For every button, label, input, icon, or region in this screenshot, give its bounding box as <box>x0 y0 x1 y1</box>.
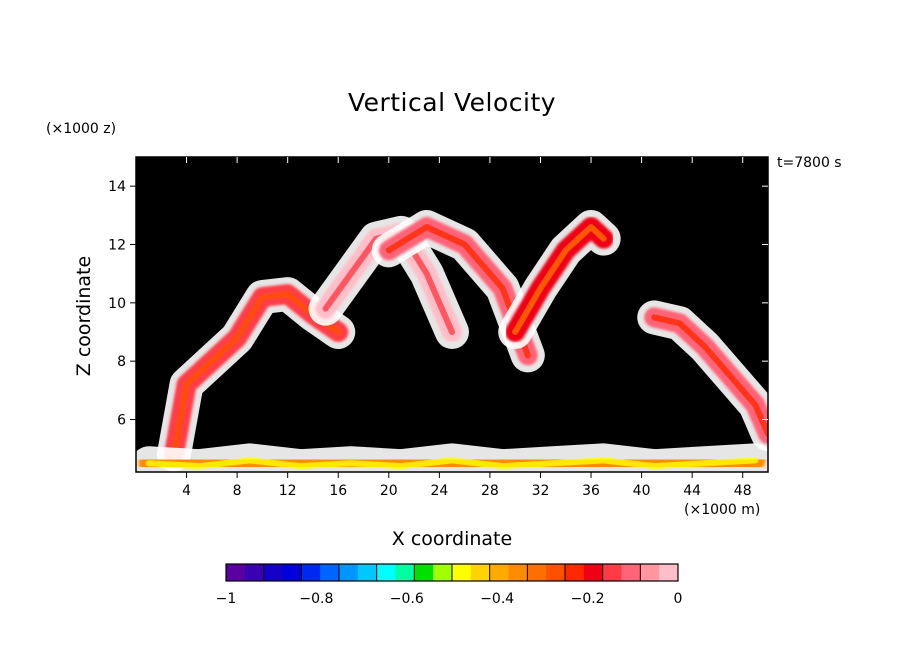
colorbar-swatch <box>452 564 472 581</box>
x-tick-label: 4 <box>182 483 191 499</box>
colorbar-swatch <box>546 564 566 581</box>
colorbar-swatch <box>263 564 283 581</box>
colorbar-swatch <box>527 564 547 581</box>
x-tick-label: 12 <box>279 483 297 499</box>
colorbar-swatch <box>565 564 585 581</box>
x-unit-label: (×1000 m) <box>684 502 761 518</box>
x-tick-label: 24 <box>430 483 448 499</box>
colorbar-swatch <box>508 564 528 581</box>
colorbar-tick-label: 0 <box>674 591 683 607</box>
colorbar-tick-label: −0.6 <box>390 591 424 607</box>
x-tick-label: 44 <box>683 483 701 499</box>
plume-core-4 <box>651 314 768 438</box>
plume-core-5 <box>145 457 759 470</box>
x-tick-label: 8 <box>233 483 242 499</box>
x-tick-label: 28 <box>481 483 499 499</box>
plume-core-3 <box>512 224 607 335</box>
colorbar-frame <box>225 563 679 582</box>
colorbar-swatch <box>470 564 491 581</box>
chart-title: Vertical Velocity <box>347 88 557 117</box>
colorbar-swatch <box>433 564 453 581</box>
x-tick-label: 40 <box>633 483 651 499</box>
colorbar-swatch <box>376 564 396 581</box>
y-unit-label: (×1000 z) <box>46 121 117 137</box>
x-tick-label: 32 <box>532 483 550 499</box>
colorbar-tick-label: −0.2 <box>571 591 605 607</box>
time-annotation: t=7800 s <box>777 155 842 171</box>
colorbar-swatch <box>339 564 359 581</box>
colorbar-swatch <box>244 564 265 581</box>
colorbar-tick-label: −1 <box>216 591 237 607</box>
colorbar-swatch <box>282 564 302 581</box>
x-tick-label: 20 <box>380 483 398 499</box>
colorbar-swatch <box>602 564 622 581</box>
y-tick-label: 12 <box>108 238 126 254</box>
x-tick-label: 48 <box>734 483 752 499</box>
colorbar-tick-label: −0.4 <box>480 591 514 607</box>
colorbar-tick-label: −0.8 <box>299 591 333 607</box>
y-tick-label: 14 <box>108 179 126 195</box>
colorbar-swatch <box>414 564 434 581</box>
x-tick-label: 36 <box>582 483 600 499</box>
colorbar-swatch <box>489 564 509 581</box>
plot-frame <box>135 156 769 473</box>
colorbar-swatch <box>640 564 660 581</box>
colorbar-swatch <box>659 564 679 581</box>
x-tick-label: 16 <box>329 483 347 499</box>
x-axis-label: X coordinate <box>391 528 513 550</box>
y-tick-label: 10 <box>108 296 126 312</box>
colorbar-swatch <box>395 564 415 581</box>
y-tick-label: 6 <box>117 413 126 429</box>
y-tick-label: 8 <box>117 354 126 370</box>
colorbar-swatch <box>583 564 604 581</box>
colorbar-swatch <box>301 564 321 581</box>
colorbar-swatch <box>226 564 246 581</box>
colorbar-swatch <box>621 564 641 581</box>
colorbar-swatch <box>357 564 378 581</box>
colorbar-swatch <box>320 564 340 581</box>
